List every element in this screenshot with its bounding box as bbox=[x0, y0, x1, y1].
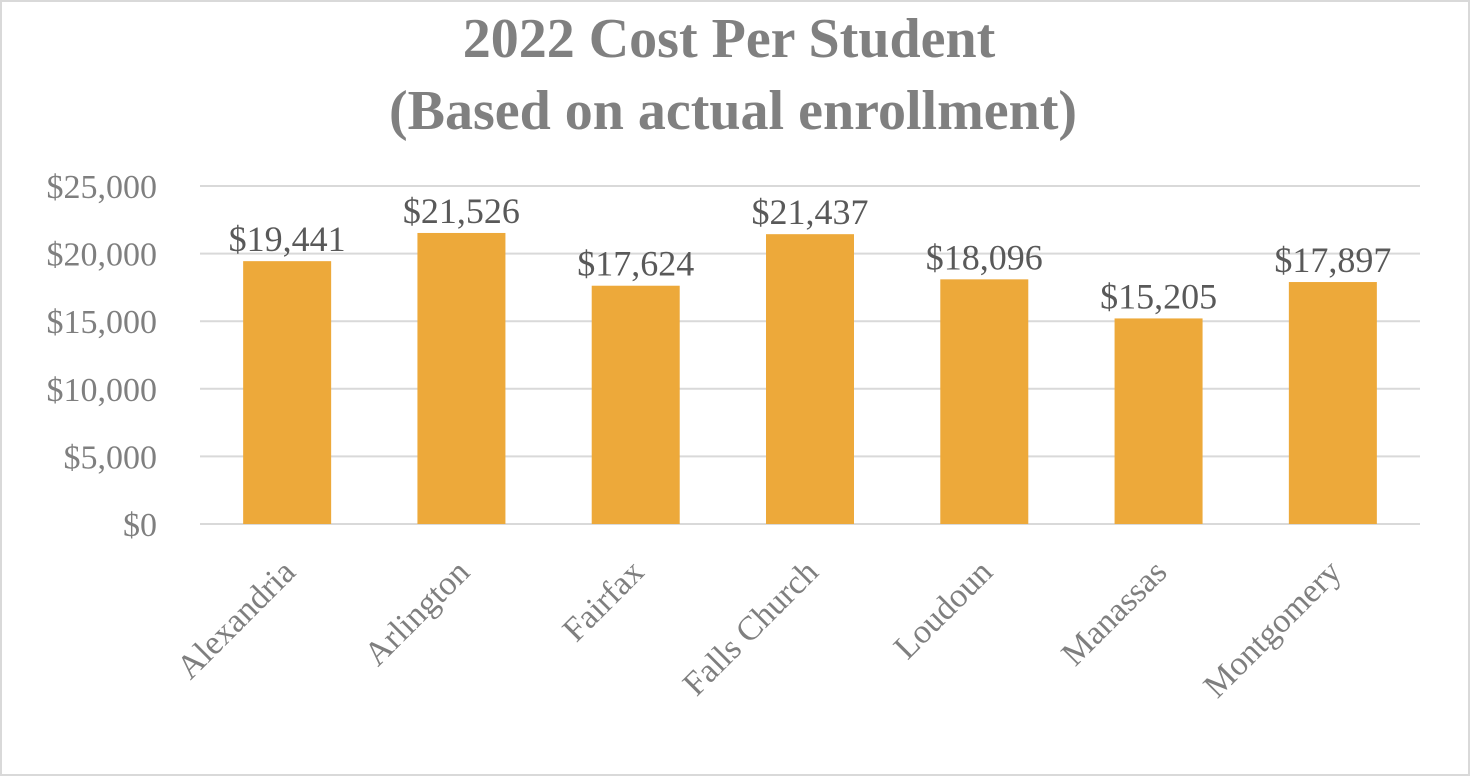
y-tick-label: $25,000 bbox=[47, 169, 158, 206]
category-label: Manassas bbox=[1055, 553, 1175, 673]
chart-title-line-1: 2022 Cost Per Student bbox=[463, 8, 996, 70]
bar bbox=[591, 285, 680, 524]
category-label: Fairfax bbox=[556, 553, 652, 649]
y-tick-label: $0 bbox=[123, 507, 157, 544]
bars bbox=[243, 232, 1377, 524]
y-tick-label: $10,000 bbox=[47, 372, 158, 409]
category-label: Loudoun bbox=[887, 553, 1000, 666]
data-label: $17,624 bbox=[577, 244, 694, 284]
category-label: Alexandria bbox=[170, 553, 303, 686]
data-label: $17,897 bbox=[1274, 240, 1391, 280]
data-labels: $19,441 $21,526 $17,624 $21,437 $18,096 $15,2… bbox=[229, 191, 1392, 316]
y-tick-label: $5,000 bbox=[64, 439, 158, 476]
y-axis-tick-labels: $0 $5,000 $10,000 $15,000 $20,000 $25,000 bbox=[47, 169, 158, 544]
category-label: Falls Church bbox=[676, 553, 826, 703]
chart-title-line-2: (Based on actual enrollment) bbox=[389, 80, 1077, 142]
bar bbox=[1288, 282, 1377, 524]
bar bbox=[1114, 318, 1203, 524]
y-tick-label: $20,000 bbox=[47, 237, 158, 274]
category-label: Arlington bbox=[357, 553, 477, 673]
data-label: $15,205 bbox=[1100, 276, 1217, 316]
data-label: $18,096 bbox=[926, 237, 1043, 277]
x-axis-category-labels: Alexandria Arlington Fairfax Falls Church Lo… bbox=[170, 553, 1349, 705]
y-tick-label: $15,000 bbox=[47, 304, 158, 341]
bar bbox=[940, 279, 1029, 524]
data-label: $19,441 bbox=[229, 219, 346, 259]
category-label: Montgomery bbox=[1197, 553, 1349, 705]
data-label: $21,526 bbox=[403, 191, 520, 231]
bar bbox=[766, 234, 854, 524]
bar bbox=[417, 232, 506, 524]
bar bbox=[243, 261, 332, 524]
data-label: $21,437 bbox=[752, 192, 869, 232]
